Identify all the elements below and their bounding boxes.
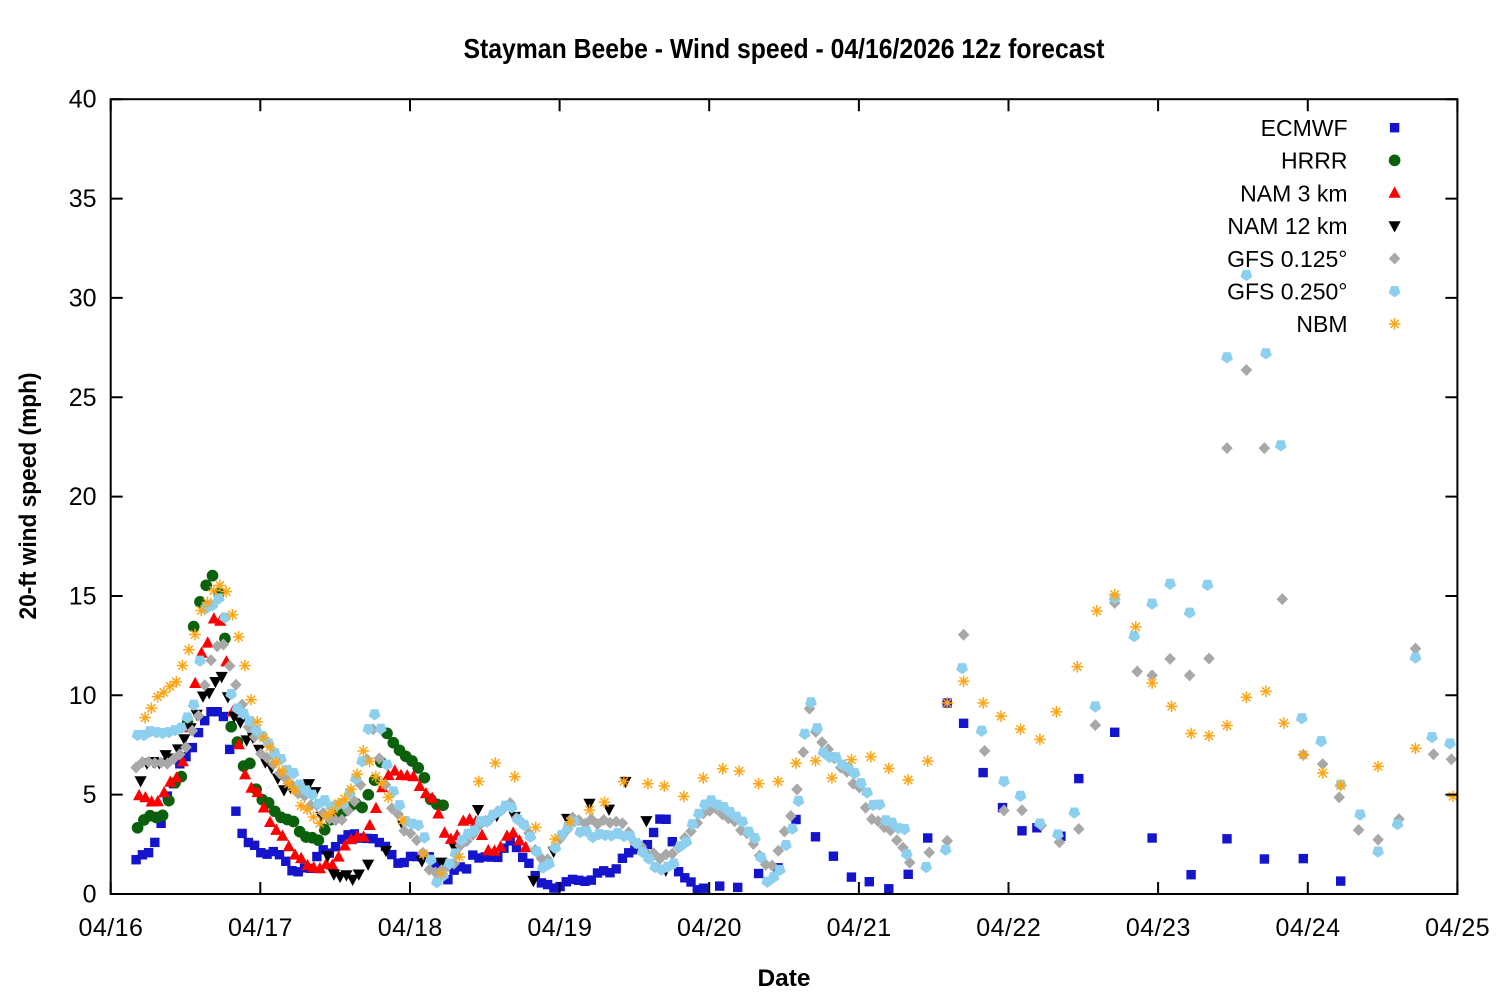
svg-text:20-ft wind speed (mph): 20-ft wind speed (mph) — [15, 373, 42, 620]
svg-text:0: 0 — [83, 881, 97, 909]
svg-text:15: 15 — [69, 583, 97, 611]
svg-text:35: 35 — [69, 185, 97, 213]
svg-text:04/18: 04/18 — [378, 914, 443, 942]
svg-text:5: 5 — [83, 781, 97, 809]
svg-text:30: 30 — [69, 284, 97, 312]
svg-text:Date: Date — [758, 965, 811, 992]
svg-text:GFS 0.125°: GFS 0.125° — [1227, 246, 1347, 272]
svg-text:04/24: 04/24 — [1276, 914, 1341, 942]
svg-text:04/21: 04/21 — [827, 914, 892, 942]
svg-text:04/17: 04/17 — [228, 914, 293, 942]
svg-text:04/23: 04/23 — [1126, 914, 1191, 942]
svg-text:04/22: 04/22 — [976, 914, 1041, 942]
svg-text:10: 10 — [69, 682, 97, 710]
svg-text:ECMWF: ECMWF — [1261, 115, 1348, 141]
svg-text:Stayman Beebe - Wind speed - 0: Stayman Beebe - Wind speed - 04/16/2026 … — [464, 33, 1105, 64]
svg-text:04/16: 04/16 — [78, 914, 143, 942]
svg-text:NAM 3 km: NAM 3 km — [1240, 180, 1347, 206]
svg-text:40: 40 — [69, 86, 97, 114]
svg-text:04/20: 04/20 — [677, 914, 742, 942]
svg-text:04/19: 04/19 — [527, 914, 592, 942]
svg-text:04/25: 04/25 — [1425, 914, 1490, 942]
svg-text:NBM: NBM — [1296, 311, 1347, 337]
svg-text:NAM 12 km: NAM 12 km — [1227, 213, 1347, 239]
svg-text:GFS 0.250°: GFS 0.250° — [1227, 279, 1347, 305]
svg-text:25: 25 — [69, 384, 97, 412]
svg-text:HRRR: HRRR — [1281, 148, 1347, 174]
svg-text:20: 20 — [69, 483, 97, 511]
